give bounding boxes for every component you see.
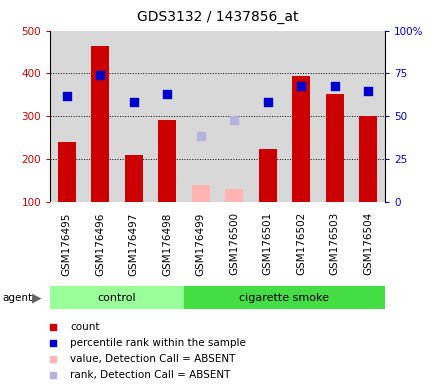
- Point: [197, 133, 204, 139]
- Text: GSM176496: GSM176496: [95, 212, 105, 276]
- Bar: [150, 31, 184, 202]
- Text: GSM176502: GSM176502: [296, 212, 306, 275]
- Bar: [291, 76, 310, 202]
- Bar: [184, 286, 384, 309]
- Text: control: control: [98, 293, 136, 303]
- Bar: [50, 286, 184, 309]
- Text: GSM176500: GSM176500: [229, 212, 239, 275]
- Text: GSM176498: GSM176498: [162, 212, 172, 276]
- Text: GSM176504: GSM176504: [362, 212, 372, 275]
- Bar: [50, 31, 83, 202]
- Text: count: count: [70, 322, 99, 332]
- Bar: [184, 31, 217, 202]
- Bar: [258, 149, 276, 202]
- Bar: [117, 31, 150, 202]
- Bar: [217, 31, 250, 202]
- Point: [63, 93, 70, 99]
- Bar: [351, 31, 384, 202]
- Bar: [224, 189, 243, 202]
- Text: GSM176501: GSM176501: [262, 212, 272, 275]
- Text: agent: agent: [2, 293, 32, 303]
- Bar: [317, 31, 351, 202]
- Bar: [250, 31, 284, 202]
- Bar: [83, 31, 117, 202]
- Text: rank, Detection Call = ABSENT: rank, Detection Call = ABSENT: [70, 370, 230, 381]
- Bar: [158, 120, 176, 202]
- Text: GSM176495: GSM176495: [62, 212, 72, 276]
- Text: value, Detection Call = ABSENT: value, Detection Call = ABSENT: [70, 354, 235, 364]
- Text: percentile rank within the sample: percentile rank within the sample: [70, 338, 246, 348]
- Point: [230, 117, 237, 123]
- Text: ▶: ▶: [32, 291, 41, 304]
- Bar: [57, 142, 76, 202]
- Bar: [358, 116, 377, 202]
- Point: [318, 138, 325, 144]
- Bar: [191, 185, 210, 202]
- Text: GDS3132 / 1437856_at: GDS3132 / 1437856_at: [136, 10, 298, 23]
- Point: [364, 88, 371, 94]
- Bar: [91, 46, 109, 202]
- Point: [331, 83, 338, 89]
- Bar: [124, 155, 143, 202]
- Point: [264, 99, 271, 106]
- Bar: [284, 31, 317, 202]
- Text: GSM176497: GSM176497: [128, 212, 138, 276]
- Point: [97, 72, 104, 78]
- Point: [130, 99, 137, 106]
- Text: GSM176499: GSM176499: [195, 212, 205, 276]
- Text: GSM176503: GSM176503: [329, 212, 339, 275]
- Point: [164, 91, 171, 97]
- Point: [318, 284, 325, 290]
- Text: cigarette smoke: cigarette smoke: [239, 293, 329, 303]
- Point: [297, 83, 304, 89]
- Bar: [325, 94, 343, 202]
